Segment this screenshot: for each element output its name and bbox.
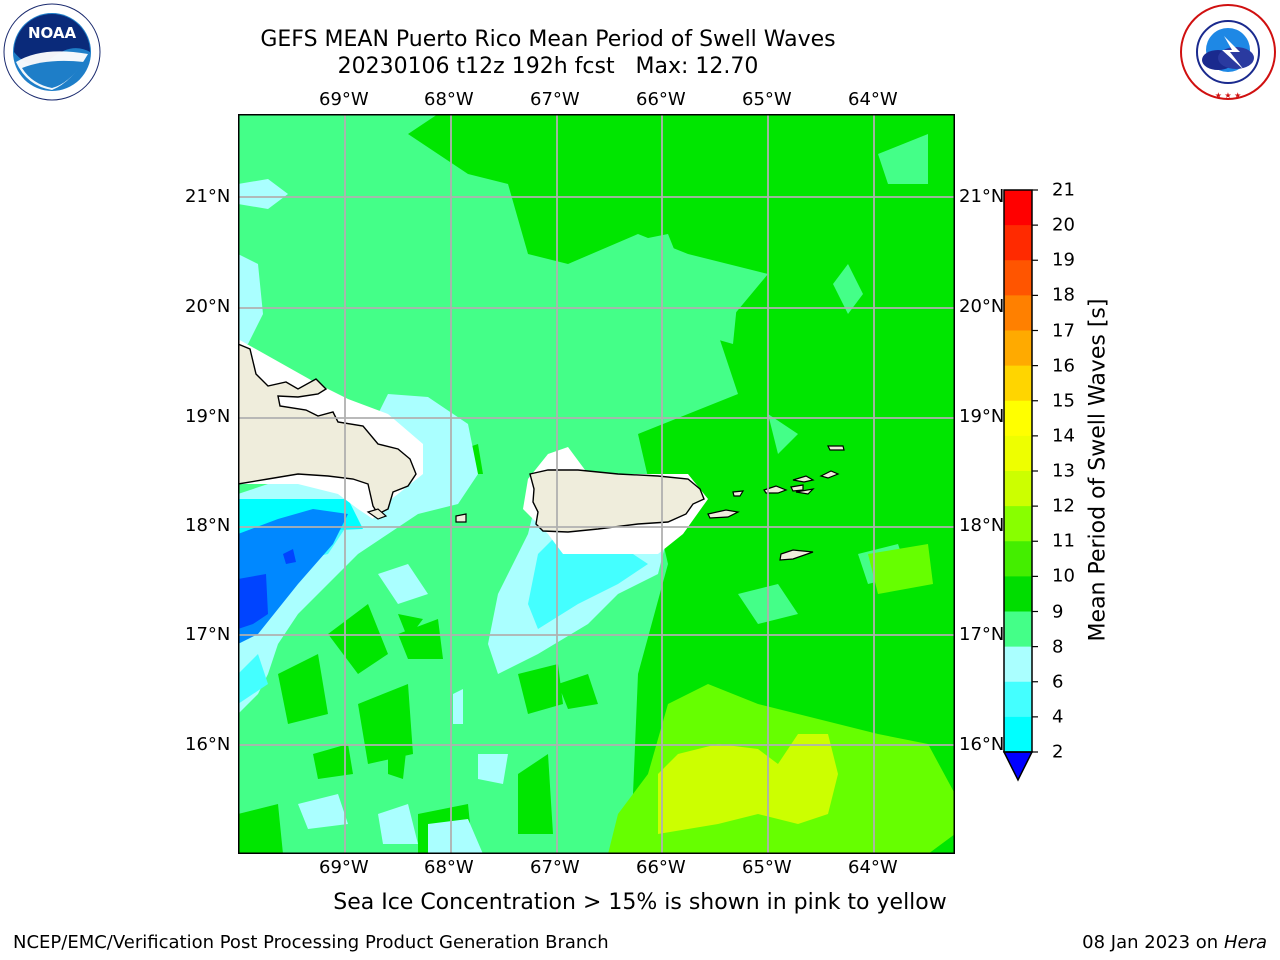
colorbar-tick-label: 18 [1052, 284, 1075, 306]
colorbar-band [1004, 190, 1032, 226]
colorbar-tick-label: 2 [1052, 741, 1064, 763]
graticule [238, 114, 955, 854]
hispaniola-detail [366, 508, 467, 523]
colorbar-band [1004, 506, 1032, 542]
colorbar-band [1004, 681, 1032, 718]
lon-label-top-65: 65°W [742, 89, 792, 110]
colorbar-extend-arrow [1002, 751, 1034, 782]
lon-label-bottom-68: 68°W [424, 857, 474, 878]
colorbar-band [1004, 435, 1032, 472]
colorbar-band [1004, 400, 1032, 437]
colorbar [1002, 189, 1038, 782]
colorbar-band [1004, 295, 1032, 331]
colorbar-band [1004, 716, 1032, 753]
title-line-1: GEFS MEAN Puerto Rico Mean Period of Swe… [260, 27, 836, 52]
colorbar-tick-label: 17 [1052, 320, 1075, 341]
footer-date: 08 Jan 2023 on Hera [1082, 932, 1267, 953]
virgin-islands [707, 445, 845, 561]
contour-11-east-pocket [618, 134, 928, 764]
nws-logo-icon: ★ ★ ★ [1180, 4, 1276, 100]
lat-label-right-21: 21°N [959, 186, 1005, 207]
lat-label-left-21: 21°N [185, 186, 231, 207]
lon-label-top-68: 68°W [424, 89, 474, 110]
footer-host: Hera [1223, 932, 1267, 953]
contour-9-west [238, 179, 288, 344]
lat-label-left-17: 17°N [185, 624, 231, 645]
colorbar-band [1004, 541, 1032, 577]
colorbar-band [1004, 576, 1032, 612]
colorbar-tick-label: 14 [1052, 425, 1075, 447]
lon-label-top-69: 69°W [319, 89, 369, 110]
colorbar-tick-label: 8 [1052, 636, 1064, 658]
footer-date-text: 08 Jan 2023 on [1082, 932, 1224, 953]
contour-2 [238, 549, 296, 629]
colorbar-tick-label: 6 [1052, 671, 1064, 693]
colorbar-tick-label: 4 [1052, 706, 1064, 728]
contour-8-pr [528, 534, 648, 629]
colorbar-band [1004, 225, 1032, 261]
lat-label-left-20: 20°N [185, 296, 231, 317]
lat-label-right-16: 16°N [959, 734, 1005, 755]
lon-label-bottom-67: 67°W [530, 857, 580, 878]
colorbar-band [1004, 646, 1032, 683]
noaa-logo-icon: NOAA [3, 3, 101, 101]
swell-period-map [238, 114, 955, 854]
lat-label-right-19: 19°N [959, 406, 1005, 427]
colorbar-band [1004, 365, 1032, 402]
svg-text:★ ★ ★: ★ ★ ★ [1215, 91, 1242, 100]
hispaniola-land [238, 343, 417, 515]
colorbar-tick-label: 21 [1052, 179, 1075, 201]
colorbar-tick-label: 16 [1052, 355, 1075, 377]
colorbar-tick-label: 10 [1052, 565, 1075, 587]
colorbar-tick-label: 13 [1052, 460, 1075, 482]
lat-label-right-17: 17°N [959, 624, 1005, 645]
colorbar-band [1004, 471, 1032, 507]
lat-label-right-20: 20°N [959, 296, 1005, 317]
puerto-rico-land [529, 469, 705, 533]
lon-label-bottom-65: 65°W [742, 857, 792, 878]
lat-label-left-18: 18°N [185, 515, 231, 536]
colorbar-tick-label: 11 [1052, 530, 1075, 552]
caption: Sea Ice Concentration > 15% is shown in … [333, 890, 947, 915]
colorbar-tick-label: 15 [1052, 390, 1075, 412]
lat-label-right-18: 18°N [959, 515, 1005, 536]
noaa-logo-text: NOAA [28, 24, 77, 42]
lon-label-top-66: 66°W [636, 89, 686, 110]
footer-credit: NCEP/EMC/Verification Post Processing Pr… [13, 932, 609, 953]
colorbar-tick-label: 12 [1052, 495, 1075, 517]
colorbar-band [1004, 330, 1032, 367]
colorbar-label: Mean Period of Swell Waves [s] [1085, 298, 1111, 642]
colorbar-band [1004, 611, 1032, 648]
lon-label-top-64: 64°W [848, 89, 898, 110]
lat-label-left-16: 16°N [185, 734, 231, 755]
contour-12-east [868, 544, 933, 594]
contour-11-west-patches [238, 444, 598, 854]
contour-9-patches [298, 564, 508, 854]
colorbar-band [1004, 260, 1032, 296]
lon-label-bottom-66: 66°W [636, 857, 686, 878]
colorbar-tick-label: 9 [1052, 601, 1064, 622]
colorbar-tick-label: 20 [1052, 214, 1075, 236]
lat-label-left-19: 19°N [185, 406, 231, 427]
colorbar-tick-label: 19 [1052, 249, 1075, 271]
title-line-2: 20230106 t12z 192h fcst Max: 12.70 [337, 54, 759, 79]
lon-label-top-67: 67°W [530, 89, 580, 110]
contour-13 [658, 734, 838, 834]
lon-label-bottom-64: 64°W [848, 857, 898, 878]
lon-label-bottom-69: 69°W [319, 857, 369, 878]
